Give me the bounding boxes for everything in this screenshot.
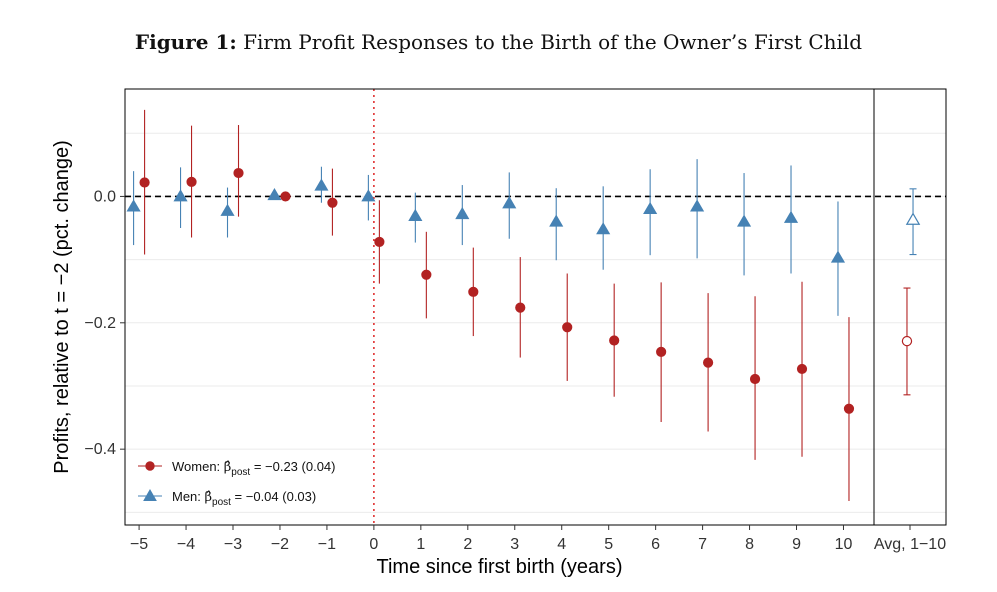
women-point [280, 191, 291, 202]
legend-series-name: Women: [172, 459, 224, 474]
women-point [139, 177, 150, 188]
men-point [549, 214, 564, 227]
women-point [562, 322, 573, 333]
men-point [408, 208, 423, 221]
women-point [421, 269, 432, 280]
men-point [220, 203, 235, 216]
men-point [126, 199, 141, 212]
figure-title: Figure 1: Firm Profit Responses to the B… [0, 30, 997, 54]
men-point [361, 189, 376, 202]
figure-title-text: Firm Profit Responses to the Birth of th… [243, 30, 863, 54]
women-point [656, 346, 667, 357]
men-point [830, 250, 846, 263]
x-tick-label: 2 [463, 536, 472, 553]
women-avg-point [901, 335, 913, 347]
x-tick-label: 8 [745, 536, 754, 553]
women-point [327, 197, 338, 208]
x-tick-label: −2 [271, 536, 289, 553]
legend-series-name: Men: [172, 489, 205, 504]
men-point [502, 196, 517, 209]
x-tick-label: 1 [416, 536, 425, 553]
x-tick-label: 3 [510, 536, 519, 553]
axes: 0.0 −0.2 −0.4 −5 −4 −3 −2 −1 0 1 2 3 4 5 6 7 8 9 10 Avg, 1−… [51, 140, 946, 578]
legend-post-subscript: post [212, 497, 231, 508]
men-point [455, 206, 470, 220]
women-point [796, 363, 808, 375]
men-legend-key-marker [143, 488, 157, 501]
x-tick-label: 4 [557, 536, 566, 553]
figure-prefix: Figure 1: [134, 30, 237, 54]
legend: Women: β̂post = −0.23 (0.04)Men: β̂post … [138, 459, 335, 508]
x-tick-label: 0 [369, 536, 378, 553]
y-tick-label: 0.0 [94, 188, 116, 205]
women-point [843, 403, 855, 414]
men-point [173, 189, 188, 202]
x-tick-label: −3 [224, 536, 242, 553]
women-point [515, 302, 526, 313]
x-tick-label: 9 [792, 536, 801, 553]
men-point [690, 199, 705, 212]
x-axis-title: Time since first birth (years) [377, 556, 623, 578]
reference-lines [125, 89, 946, 525]
legend-beta-symbol: β̂ [205, 490, 213, 505]
data-marks [126, 109, 921, 501]
avg-tick-label: Avg, 1−10 [874, 536, 946, 553]
women-point [233, 167, 244, 179]
women-point [374, 236, 385, 248]
x-tick-label: −4 [177, 536, 195, 553]
women-legend-label: Women: β̂post = −0.23 (0.04) [172, 459, 335, 478]
men-point [596, 222, 611, 235]
legend-beta-symbol: β̂ [224, 460, 232, 475]
men-point [783, 210, 799, 223]
women-point [702, 357, 714, 368]
women-legend-key-marker [145, 461, 155, 471]
legend-estimate: = −0.04 (0.03) [231, 489, 316, 504]
men-point [267, 187, 282, 201]
x-tick-label: 10 [835, 536, 853, 553]
men-legend-label: Men: β̂post = −0.04 (0.03) [172, 489, 316, 508]
women-point [468, 286, 479, 297]
x-tick-label: 5 [604, 536, 613, 553]
women-point [749, 373, 761, 385]
x-tick-label: 7 [698, 536, 707, 553]
grid-lines [125, 132, 946, 513]
plot-frame [124, 88, 947, 526]
y-tick-label: −0.2 [84, 315, 116, 332]
women-point [609, 335, 620, 346]
men-point [314, 178, 329, 191]
y-axis-title: Profits, relative to t = −2 (pct. change… [51, 140, 73, 474]
men-point [736, 214, 752, 227]
x-tick-label: −1 [318, 536, 336, 553]
legend-post-subscript: post [231, 467, 250, 478]
x-tick-label: 6 [651, 536, 660, 553]
men-avg-point [905, 212, 921, 225]
x-tick-label: −5 [130, 536, 148, 553]
legend-estimate: = −0.23 (0.04) [250, 459, 335, 474]
men-point [643, 201, 658, 215]
y-tick-label: −0.4 [84, 441, 116, 458]
women-point [186, 176, 197, 187]
